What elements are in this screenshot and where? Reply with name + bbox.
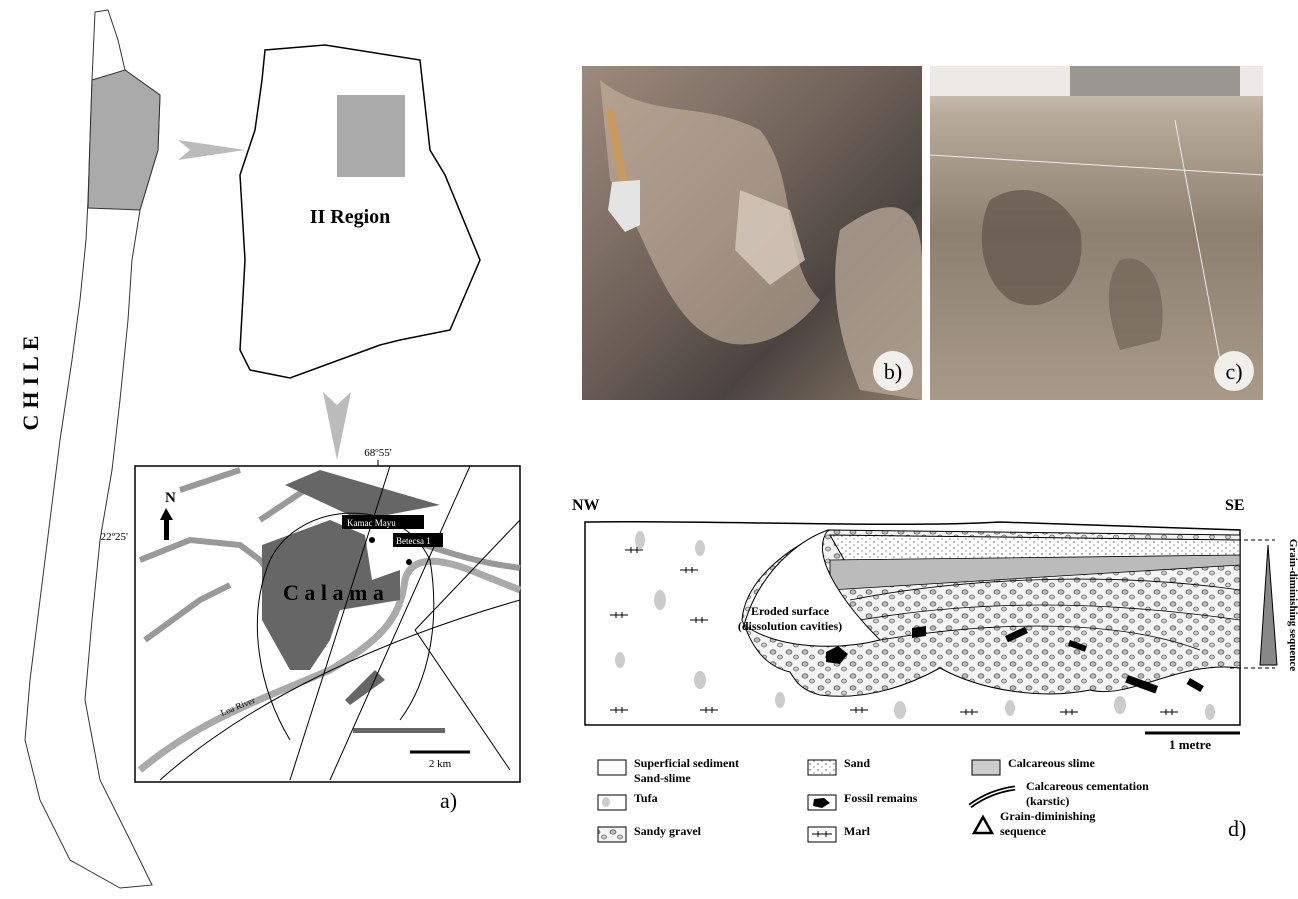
section-shape-shape bbox=[654, 590, 666, 610]
sequence-label: Grain-diminishing sequence bbox=[1287, 539, 1298, 671]
chile-map-shape bbox=[88, 70, 160, 210]
city-map-shape bbox=[406, 559, 412, 565]
region-map: II Region bbox=[240, 45, 480, 378]
legend-label: Marl bbox=[844, 824, 871, 838]
city-label: C a l a m a bbox=[283, 580, 384, 605]
arrow bbox=[178, 140, 245, 160]
site-label: Betecsa 1 bbox=[396, 536, 431, 546]
photo-b: b) bbox=[582, 66, 922, 400]
site-label: Kamac Mayu bbox=[347, 518, 396, 528]
north-label: N bbox=[165, 490, 176, 506]
region-label: II Region bbox=[310, 206, 391, 228]
section-shape-shape bbox=[1205, 704, 1215, 720]
legend-label: Calcareous slime bbox=[1008, 756, 1095, 770]
section-shape-shape bbox=[694, 671, 706, 689]
figure: CHILE II Region 68º55' 22º25' N Kamac Ma… bbox=[0, 0, 1298, 899]
legend-shape bbox=[974, 817, 992, 833]
panel-label: d) bbox=[1228, 816, 1246, 841]
annotation: Eroded surface bbox=[751, 604, 830, 618]
arrow bbox=[323, 392, 351, 460]
panel-label: a) bbox=[440, 788, 457, 813]
legend-shape bbox=[598, 827, 626, 842]
city-map-shape bbox=[353, 728, 445, 733]
legend-label: (karstic) bbox=[1026, 794, 1069, 808]
page: {"panel_a": {"country": "CHILE", "region… bbox=[0, 0, 1298, 899]
section-shape-shape bbox=[912, 626, 926, 638]
section-shape-shape bbox=[635, 531, 645, 549]
legend-label: Sand-slime bbox=[634, 771, 691, 785]
photo-c-shape bbox=[1070, 66, 1240, 96]
section-shape-shape bbox=[1114, 696, 1126, 714]
city-map-shape bbox=[369, 537, 375, 543]
section-shape-shape bbox=[1005, 700, 1015, 716]
section-shape-shape bbox=[775, 692, 785, 708]
legend-shape bbox=[970, 788, 1015, 806]
section-shape-shape bbox=[894, 701, 906, 719]
legend-shape bbox=[602, 797, 610, 807]
legend-label: Calcareous cementation bbox=[1026, 779, 1149, 793]
country-label: CHILE bbox=[18, 330, 43, 431]
latitude-label: 22º25' bbox=[101, 531, 128, 543]
legend-shape bbox=[808, 760, 836, 775]
panel-label: b) bbox=[884, 359, 902, 384]
legend-label: sequence bbox=[1000, 824, 1047, 838]
section-shape-shape bbox=[615, 652, 625, 668]
direction-label: SE bbox=[1225, 497, 1245, 514]
section: NW SE Eroded surface (dissolution caviti… bbox=[572, 497, 1298, 752]
legend-label: Superficial sediment bbox=[634, 756, 739, 770]
legend-label: Sand bbox=[844, 756, 870, 770]
region-map-shape bbox=[337, 95, 405, 177]
legend-label: Tufa bbox=[634, 791, 658, 805]
city-map: 68º55' 22º25' N Kamac Mayu Betecsa 1 C a… bbox=[101, 447, 520, 782]
legend-shape bbox=[598, 760, 626, 775]
scale-label: 1 metre bbox=[1169, 737, 1211, 752]
direction-label: NW bbox=[572, 497, 600, 514]
scale-label: 2 km bbox=[429, 758, 452, 770]
section-shape-shape bbox=[695, 540, 705, 556]
photo-c-shape bbox=[930, 66, 1263, 400]
section-shape bbox=[1260, 545, 1277, 665]
legend-shape bbox=[972, 760, 1000, 775]
legend-label: Grain-diminishing bbox=[1000, 809, 1095, 823]
longitude-label: 68º55' bbox=[364, 447, 391, 459]
annotation: (dissolution cavities) bbox=[738, 619, 842, 633]
panel-label: c) bbox=[1225, 359, 1242, 384]
photo-c: c) bbox=[930, 66, 1263, 400]
legend-label: Sandy gravel bbox=[634, 824, 702, 838]
legend-label: Fossil remains bbox=[844, 791, 918, 805]
